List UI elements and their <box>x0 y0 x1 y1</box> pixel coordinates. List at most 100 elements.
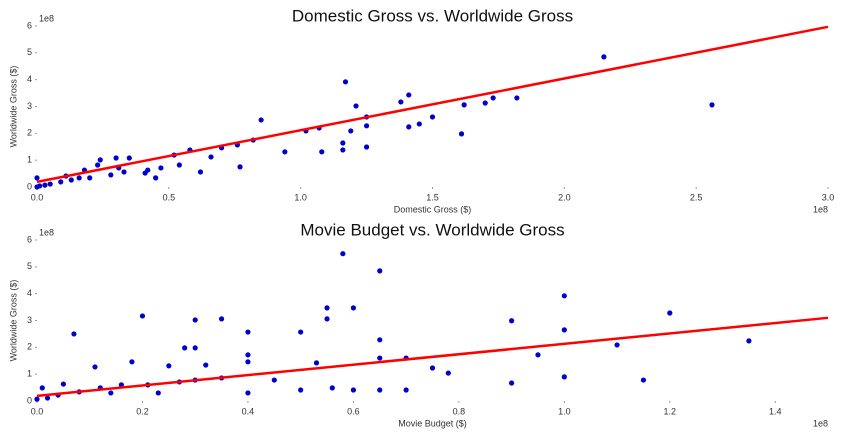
y-tick-label: 0 <box>27 181 32 191</box>
scatter-point <box>108 172 114 178</box>
y-tick-label: 1 <box>27 369 32 379</box>
y-tick-label: 1 <box>27 155 32 165</box>
scatter-point <box>44 395 51 401</box>
scatter-point <box>342 79 349 85</box>
scatter-point <box>121 169 127 175</box>
scatter-point <box>377 387 383 393</box>
scatter-point <box>363 123 370 129</box>
x-tick-label: 0.2 <box>136 406 149 416</box>
scatter-point <box>329 385 335 391</box>
scatter-point <box>445 370 451 376</box>
scatter-point <box>34 396 40 402</box>
scatter-point <box>155 390 161 396</box>
scatter-point <box>340 251 346 257</box>
scatter-point <box>416 121 422 127</box>
x-offset-label: 1e8 <box>813 204 828 214</box>
scatter-point <box>377 355 383 361</box>
scatter-point <box>561 293 567 299</box>
scatter-point <box>71 331 77 337</box>
y-tick-label: 3 <box>27 101 32 111</box>
y-tick-label: 6 <box>27 234 32 244</box>
x-tick-label: 0.5 <box>163 192 176 202</box>
scatter-point <box>350 305 356 311</box>
x-axis-label: Domestic Gross ($) <box>394 204 472 214</box>
x-tick-label: 1.0 <box>294 192 307 202</box>
scatter-point <box>60 381 66 387</box>
scatter-point <box>282 149 288 155</box>
y-tick-label: 4 <box>27 288 32 298</box>
scatter-point <box>87 175 93 181</box>
scatter-point <box>298 387 304 393</box>
scatter-point <box>461 102 467 108</box>
scatter-point <box>667 310 673 316</box>
scatter-point <box>340 147 346 153</box>
scatter-point <box>340 140 346 146</box>
scatter-point <box>298 329 304 335</box>
scatter-point <box>535 352 541 358</box>
scatter-point <box>153 175 159 181</box>
scatter-point <box>458 131 465 137</box>
scatter-point <box>406 124 412 130</box>
scatter-point <box>429 114 436 120</box>
x-axis-label: Movie Budget ($) <box>398 418 467 428</box>
scatter-point <box>271 377 277 383</box>
y-offset-label: 1e8 <box>39 227 54 237</box>
x-tick-label: 2.5 <box>690 192 703 202</box>
x-tick-label: 0.0 <box>31 192 44 202</box>
y-axis-label: Worldwide Gross ($) <box>8 66 18 148</box>
scatter-point <box>509 380 515 386</box>
y-tick-label: 2 <box>27 342 32 352</box>
scatter-point <box>614 342 620 348</box>
scatter-point <box>561 327 567 333</box>
regression-line <box>36 25 829 184</box>
scatter-point <box>353 103 359 109</box>
x-tick-label: 1.2 <box>664 406 677 416</box>
y-tick-label: 6 <box>27 20 32 30</box>
scatter-point <box>182 345 188 351</box>
scatter-point <box>139 313 146 319</box>
x-tick-label: 3.0 <box>822 192 835 202</box>
scatter-point <box>258 117 264 123</box>
y-tick-label: 5 <box>27 47 32 57</box>
scatter-point <box>350 387 356 393</box>
chart-title: Domestic Gross vs. Worldwide Gross <box>292 6 573 25</box>
x-tick-label: 1.5 <box>426 192 439 202</box>
x-tick-label: 1.0 <box>558 406 571 416</box>
x-tick-label: 0.8 <box>453 406 466 416</box>
x-tick-label: 2.0 <box>558 192 571 202</box>
scatter-point <box>348 128 354 134</box>
scatter-point <box>218 316 225 322</box>
y-tick-label: 0 <box>27 395 32 405</box>
scatter-point <box>377 268 383 274</box>
scatter-point <box>192 317 198 323</box>
scatter-point <box>746 338 752 344</box>
scatter-point <box>324 305 330 311</box>
scatter-point <box>176 162 182 168</box>
scatter-point <box>34 184 40 190</box>
scatter-point <box>245 329 251 335</box>
y-tick-label: 2 <box>27 128 32 138</box>
scatter-point <box>68 177 74 183</box>
scatter-point <box>208 154 214 160</box>
scatter-point <box>245 359 251 365</box>
scatter-point <box>192 345 198 351</box>
scatter-point <box>92 364 98 370</box>
scatter-point <box>76 175 82 181</box>
scatter-point <box>324 316 330 322</box>
scatter-point <box>113 155 119 161</box>
scatter-point <box>129 359 135 365</box>
scatter-point <box>398 99 404 105</box>
scatter-point <box>47 181 53 187</box>
scatter-point <box>406 92 412 98</box>
scatter-point <box>42 182 48 188</box>
y-tick-label: 3 <box>27 315 32 325</box>
scatter-point <box>142 170 148 176</box>
scatter-point <box>97 157 103 163</box>
scatter-point <box>197 169 204 175</box>
scatter-point <box>482 100 488 106</box>
scatter-point <box>640 377 647 383</box>
scatter-point <box>166 363 172 369</box>
scatter-point <box>514 95 520 101</box>
scatter-point <box>108 390 114 396</box>
scatter-point <box>601 54 607 60</box>
